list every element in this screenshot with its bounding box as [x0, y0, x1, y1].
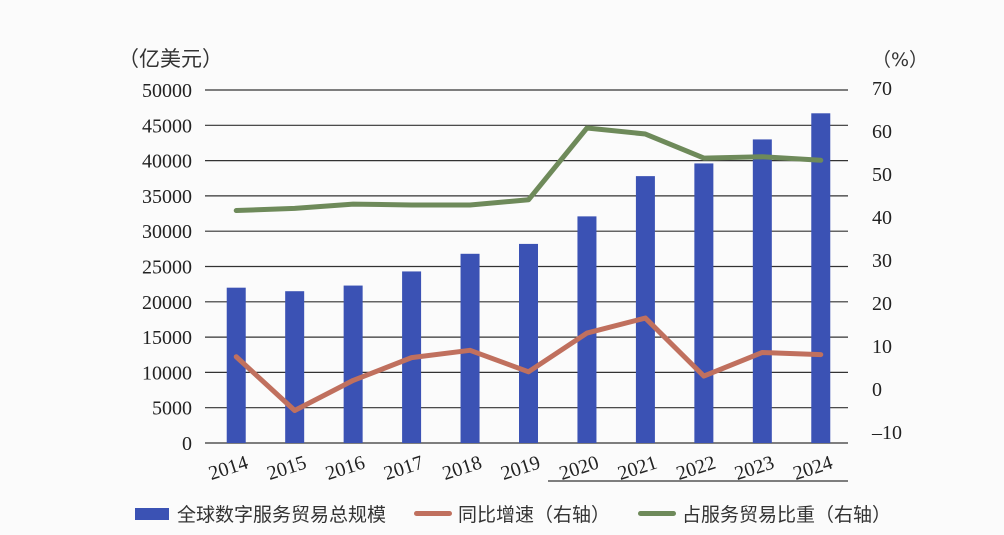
svg-text:45000: 45000: [142, 115, 192, 137]
svg-text:2020: 2020: [557, 452, 602, 485]
svg-text:0: 0: [872, 379, 882, 401]
bar-series: [226, 113, 831, 444]
legend-label: 全球数字服务贸易总规模: [177, 504, 387, 526]
svg-text:50: 50: [872, 164, 892, 186]
svg-text:2014: 2014: [206, 452, 251, 485]
x-axis-ticks: 2014 2015 2016 2017 2018 2019 2020 2021 2022 2023…: [206, 452, 835, 485]
svg-text:2022: 2022: [674, 452, 719, 485]
svg-text:5000: 5000: [152, 398, 192, 420]
svg-text:2024: 2024: [790, 452, 835, 485]
left-axis-unit: （亿美元）: [118, 47, 223, 71]
svg-text:2016: 2016: [323, 452, 368, 485]
svg-text:30: 30: [872, 250, 892, 272]
svg-text:–10: –10: [871, 422, 902, 444]
svg-text:0: 0: [182, 433, 192, 455]
svg-text:60: 60: [872, 121, 892, 143]
svg-text:50000: 50000: [142, 80, 192, 102]
svg-text:20000: 20000: [142, 292, 192, 314]
legend: 全球数字服务贸易总规模 同比增速（右轴） 占服务贸易比重（右轴）: [135, 500, 919, 527]
svg-text:2021: 2021: [615, 452, 660, 485]
legend-item-total-scale: 全球数字服务贸易总规模: [135, 500, 386, 527]
svg-text:40: 40: [872, 207, 892, 229]
svg-text:2023: 2023: [732, 452, 777, 485]
svg-text:25000: 25000: [142, 257, 192, 279]
svg-text:30000: 30000: [142, 221, 192, 243]
svg-text:15000: 15000: [142, 327, 192, 349]
svg-text:10000: 10000: [142, 362, 192, 384]
legend-label: 占服务贸易比重（右轴）: [682, 504, 892, 526]
line-swatch-icon: [638, 511, 677, 516]
svg-text:35000: 35000: [142, 186, 192, 208]
right-axis-unit: （%）: [872, 49, 928, 71]
legend-item-share: 占服务贸易比重（右轴）: [638, 500, 891, 527]
legend-item-growth: 同比增速（右轴）: [414, 500, 610, 527]
svg-text:2017: 2017: [381, 452, 426, 485]
bar-swatch-icon: [135, 507, 169, 520]
svg-text:2019: 2019: [498, 452, 543, 485]
right-axis-ticks: –10 0 10 20 30 40 50 60 70: [871, 78, 902, 444]
svg-text:40000: 40000: [142, 151, 192, 173]
line-swatch-icon: [414, 511, 453, 516]
legend-label: 同比增速（右轴）: [458, 504, 611, 526]
line-series: [233, 125, 824, 413]
svg-text:10: 10: [872, 336, 892, 358]
svg-text:2018: 2018: [440, 452, 485, 485]
svg-text:2015: 2015: [264, 452, 309, 485]
svg-text:20: 20: [872, 293, 892, 315]
svg-text:70: 70: [872, 78, 892, 100]
left-axis-ticks: 0 5000 10000 15000 20000 25000 30000 35000 40000…: [142, 80, 192, 455]
